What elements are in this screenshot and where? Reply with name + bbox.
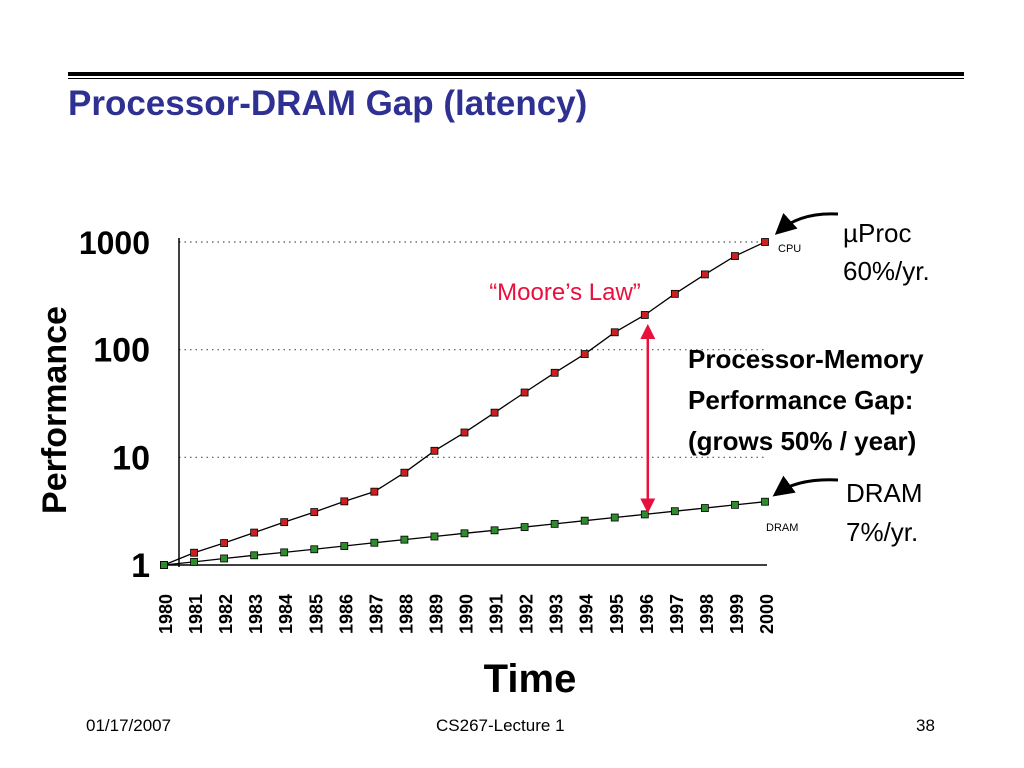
data-point-cpu: [430, 446, 439, 455]
data-point-cpu: [280, 518, 289, 527]
dram-annotation-label: DRAM: [846, 478, 923, 508]
dram-annotation-rate: 7%/yr.: [846, 517, 918, 547]
data-point-cpu: [761, 238, 769, 246]
cpu-annotation-rate: 60%/yr.: [843, 256, 930, 286]
footer-page-number: 38: [916, 716, 935, 735]
data-point-dram: [370, 538, 379, 547]
x-tick-label: 2000: [757, 594, 777, 634]
x-tick-label: 1984: [276, 594, 296, 634]
data-point-dram: [280, 548, 289, 557]
data-point-cpu: [640, 311, 649, 319]
x-axis-label: Time: [484, 657, 577, 701]
data-point-cpu: [340, 497, 349, 506]
x-tick-label: 1996: [637, 594, 657, 634]
x-tick-label: 1994: [577, 594, 597, 634]
x-tick-label: 1998: [697, 594, 717, 634]
gap-label-line3: (grows 50% / year): [688, 426, 916, 456]
data-point-cpu: [701, 270, 709, 279]
data-point-cpu: [250, 528, 259, 537]
data-point-dram: [550, 519, 559, 528]
x-tick-label: 1999: [727, 594, 747, 634]
footer-course: CS267-Lecture 1: [436, 716, 565, 735]
axes: 1 10 100 1000 1980 1981 1982 1983 1984 1985 1986 19…: [79, 225, 777, 634]
gap-label-line2: Performance Gap:: [688, 385, 913, 415]
x-tick-label: 1992: [517, 594, 537, 634]
data-point-dram: [400, 535, 409, 544]
data-point-cpu: [460, 428, 469, 437]
data-point-dram: [640, 510, 649, 519]
data-point-dram: [250, 551, 259, 560]
y-tick-label: 100: [93, 332, 150, 370]
footer-date: 01/17/2007: [86, 716, 172, 735]
x-tick-label: 1986: [336, 594, 356, 634]
data-point-cpu: [370, 487, 379, 496]
x-tick-label: 1995: [607, 594, 627, 634]
data-point-dram: [430, 532, 439, 541]
data-point-cpu: [190, 548, 198, 557]
data-point-dram: [670, 507, 679, 516]
x-tick-label: 1990: [457, 594, 477, 634]
data-point-dram: [460, 529, 469, 538]
data-point-cpu: [220, 539, 229, 547]
x-tick-label: 1997: [667, 594, 687, 634]
data-point-dram: [520, 523, 529, 531]
data-point-dram: [220, 554, 229, 563]
data-point-cpu: [310, 508, 319, 516]
data-point-dram: [580, 516, 589, 525]
data-point-dram: [610, 513, 619, 522]
dram-callout-arrow: [772, 475, 839, 497]
dram-series-label: DRAM: [766, 522, 798, 534]
x-tick-label: 1991: [487, 594, 507, 634]
data-point-dram: [310, 545, 319, 554]
title-rule-thin: [68, 78, 964, 79]
data-point-cpu: [610, 328, 619, 337]
data-point-dram: [761, 497, 769, 506]
title-rule-thick: [68, 72, 964, 76]
slide-title: Processor-DRAM Gap (latency): [68, 84, 588, 123]
data-point-dram: [490, 526, 499, 535]
cpu-annotation-label: µProc: [843, 218, 911, 248]
data-point-dram: [160, 561, 168, 569]
data-point-cpu: [490, 408, 499, 417]
data-point-cpu: [670, 289, 679, 298]
y-tick-label: 10: [112, 439, 150, 477]
data-point-cpu: [580, 350, 589, 358]
x-tick-label: 1989: [426, 594, 446, 634]
data-point-dram: [731, 500, 739, 509]
data-point-dram: [340, 542, 349, 550]
data-point-dram: [701, 504, 709, 512]
data-markers: [160, 238, 769, 569]
data-point-cpu: [520, 388, 529, 397]
moores-law-label: “Moore’s Law”: [489, 279, 641, 306]
data-point-dram: [190, 557, 198, 566]
gap-label-line1: Processor-Memory: [688, 344, 924, 374]
gridlines: [179, 241, 765, 458]
x-tick-label: 1983: [246, 594, 266, 634]
cpu-callout-arrow: [774, 212, 839, 235]
x-tick-label: 1981: [186, 594, 206, 634]
data-point-cpu: [400, 468, 409, 477]
x-tick-label: 1980: [156, 594, 176, 634]
y-axis-label: Performance: [36, 306, 74, 514]
x-tick-label: 1985: [306, 594, 326, 634]
x-tick-label: 1988: [396, 594, 416, 634]
cpu-series-label: CPU: [778, 243, 801, 255]
y-tick-label: 1: [131, 547, 150, 585]
y-tick-label: 1000: [79, 225, 150, 261]
data-point-cpu: [731, 252, 739, 260]
x-tick-label: 1993: [547, 594, 567, 634]
data-point-cpu: [550, 368, 559, 377]
x-tick-label: 1982: [216, 594, 236, 634]
x-tick-label: 1987: [366, 594, 386, 634]
